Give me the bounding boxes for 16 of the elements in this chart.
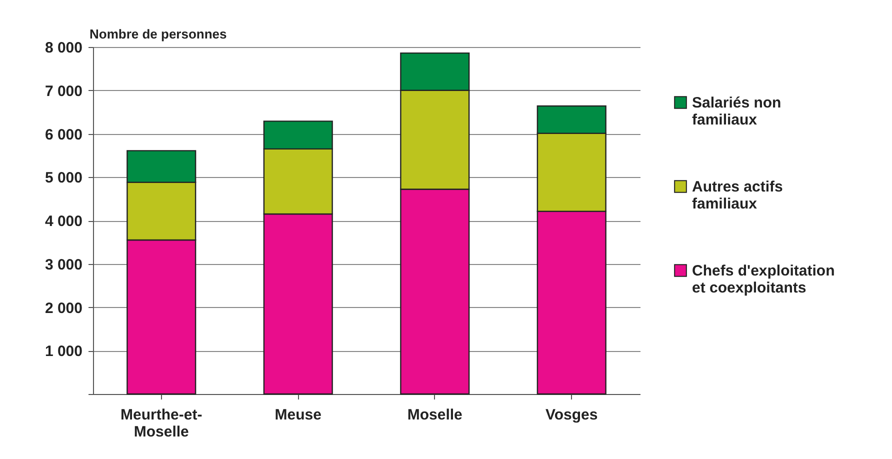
legend-label: Chefs d'exploitation et coexploitants bbox=[692, 262, 835, 296]
y-tick-label: 5 000 bbox=[44, 170, 82, 187]
y-tick-label: 1 000 bbox=[44, 343, 82, 360]
legend-label: Salariés non familiaux bbox=[692, 94, 782, 128]
x-tick-label: Moselle bbox=[407, 406, 462, 424]
y-tick-label: 7 000 bbox=[44, 82, 82, 100]
x-tick-label: Vosges bbox=[546, 406, 598, 424]
x-tick-label: Meuse bbox=[274, 406, 322, 424]
y-tick-label: 4 000 bbox=[44, 213, 82, 230]
x-tick-label: Meurthe-et-Moselle bbox=[120, 406, 202, 440]
legend-label: Autres actifs familiaux bbox=[692, 178, 783, 212]
y-tick-label: 6 000 bbox=[44, 126, 82, 144]
y-tick-label: 2 000 bbox=[44, 300, 82, 317]
y-tick-label: 8 000 bbox=[44, 40, 82, 56]
y-tick-label: 3 000 bbox=[44, 256, 82, 274]
y-axis-title: Nombre de personnes bbox=[90, 26, 227, 42]
